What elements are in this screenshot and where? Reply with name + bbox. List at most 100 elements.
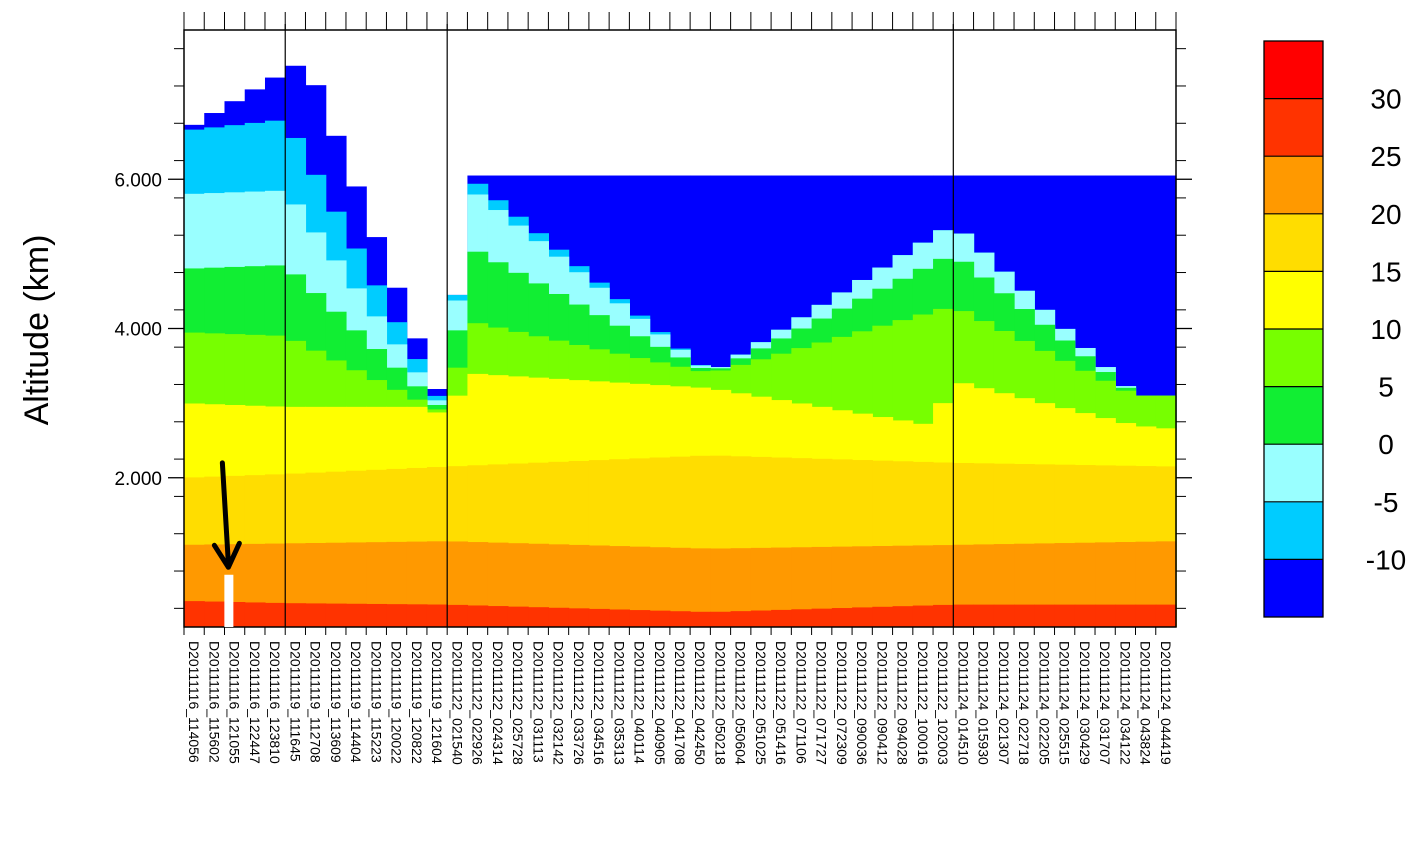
heat-cell [426, 604, 448, 627]
x-axis: D20111116_114056 D20111116_115602 D2011111… [183, 12, 1177, 765]
heat-cell [447, 604, 469, 627]
x-tick-label: D20111119_113609 [328, 641, 344, 763]
heat-cell [730, 548, 752, 627]
colorbar-swatch [1264, 444, 1323, 503]
heat-cell [386, 604, 408, 627]
heat-cell [467, 605, 489, 627]
x-tick-label: D20111122_034516 [591, 641, 607, 765]
heat-cell [1135, 604, 1157, 627]
heat-cell [669, 547, 691, 627]
heat-cell [345, 603, 367, 627]
heat-cell [528, 607, 549, 627]
x-tick-label: D20111124_015930 [976, 641, 992, 765]
y-axis: 2.000 4.000 6.000 [114, 48, 1192, 609]
heat-cell [933, 604, 954, 627]
x-tick-label: D20111122_050604 [733, 641, 749, 765]
x-tick-label: D20111124_043824 [1138, 641, 1154, 765]
colorbar-tick-label: 15 [1370, 256, 1401, 287]
colorbar-swatch [1264, 501, 1323, 560]
heat-cell [548, 544, 570, 627]
x-tick-label: D20111122_021540 [449, 641, 465, 765]
x-tick-label: D20111122_051025 [753, 641, 769, 765]
x-tick-label: D20111122_025728 [510, 641, 526, 765]
arrow-shaft [219, 460, 231, 566]
colorbar-tick-label: 20 [1370, 199, 1401, 230]
colorbar-swatch [1264, 386, 1323, 445]
heat-cell [285, 603, 307, 627]
heat-cell [750, 547, 772, 627]
annotations [211, 460, 242, 627]
colorbar-swatch [1264, 98, 1323, 157]
colorbar-tick-label: -5 [1374, 487, 1399, 518]
heat-cell [730, 611, 752, 627]
heat-cell [264, 602, 286, 627]
colorbar-border [1263, 40, 1324, 618]
heat-cell [852, 607, 873, 627]
x-tick-label: D20111122_071106 [794, 641, 810, 764]
heat-cell [649, 547, 671, 627]
colorbar-swatch [1264, 329, 1323, 387]
heat-cell [710, 548, 732, 627]
colorbar-legend: 30 25 20 15 10 5 0 -5 -10 [1263, 40, 1406, 618]
heat-cell [791, 547, 813, 627]
heat-cell [892, 606, 914, 627]
heat-cell [609, 609, 630, 627]
heat-cell [609, 546, 630, 627]
x-tick-label: D20111119_114404 [348, 641, 364, 763]
heat-cell [912, 605, 934, 627]
x-tick-label: D20111122_035313 [611, 641, 627, 765]
heat-cell [973, 604, 995, 627]
heat-cell [750, 610, 772, 627]
x-tick-label: D20111122_100016 [915, 641, 931, 765]
x-tick-label: D20111122_024314 [490, 641, 506, 765]
heat-cell [771, 547, 792, 627]
data-gap-column [224, 574, 234, 627]
x-tick-label: D20111124_022205 [1036, 641, 1052, 765]
heat-cell [852, 546, 873, 627]
heat-cell [244, 602, 266, 627]
heat-cell [548, 607, 570, 627]
x-tick-label: D20111119_111645 [287, 641, 303, 762]
x-tick-label: D20111122_090036 [854, 641, 870, 765]
x-tick-label: D20111122_090412 [874, 641, 890, 765]
x-tick-label: D20111122_102003 [935, 641, 951, 765]
x-tick-label: D20111119_112708 [308, 641, 324, 763]
x-tick-label: D20111116_122447 [247, 641, 263, 764]
x-tick-label: D20111122_032142 [551, 641, 567, 765]
heat-cell [528, 543, 549, 627]
layer-25-to-30 [184, 601, 1177, 627]
x-tick-label: D20111124_034122 [1117, 641, 1133, 765]
x-tick-label: D20111122_050218 [713, 641, 729, 765]
heat-cell [568, 544, 590, 627]
heat-cell [487, 606, 509, 627]
x-tick-label: D20111122_051416 [773, 641, 789, 765]
heat-cell [690, 548, 711, 627]
x-tick-label: D20111116_121055 [227, 641, 243, 764]
heat-cell [568, 608, 590, 627]
heat-cell [669, 611, 691, 627]
arrow-head [211, 540, 242, 570]
heat-cell [487, 542, 509, 627]
colorbar-swatch [1264, 271, 1323, 330]
y-tick-label: 2.000 [114, 469, 162, 490]
colorbar-tick-label: 5 [1378, 372, 1394, 403]
x-tick-label: D20111122_022926 [470, 641, 486, 765]
colorbar-tick-label: 25 [1370, 141, 1401, 172]
heat-cell [953, 604, 975, 627]
colorbar-swatch [1264, 213, 1323, 272]
x-tick-label: D20111119_120022 [389, 641, 405, 764]
x-tick-label: D20111124_025515 [1057, 641, 1073, 765]
x-tick-label: D20111119_120822 [409, 641, 425, 764]
x-tick-label: D20111122_033726 [571, 641, 587, 765]
heat-cell [507, 543, 529, 627]
x-tick-label: D20111122_042450 [692, 641, 708, 765]
heat-cell [588, 608, 610, 627]
heat-cell [1074, 604, 1096, 627]
heat-cell [1115, 604, 1137, 627]
heat-cell [690, 611, 711, 627]
heat-cell [184, 601, 205, 627]
heat-cell [993, 604, 1015, 627]
heat-cell [771, 609, 792, 627]
heat-cell [305, 603, 327, 627]
x-tick-label: D20111122_040114 [632, 641, 648, 764]
